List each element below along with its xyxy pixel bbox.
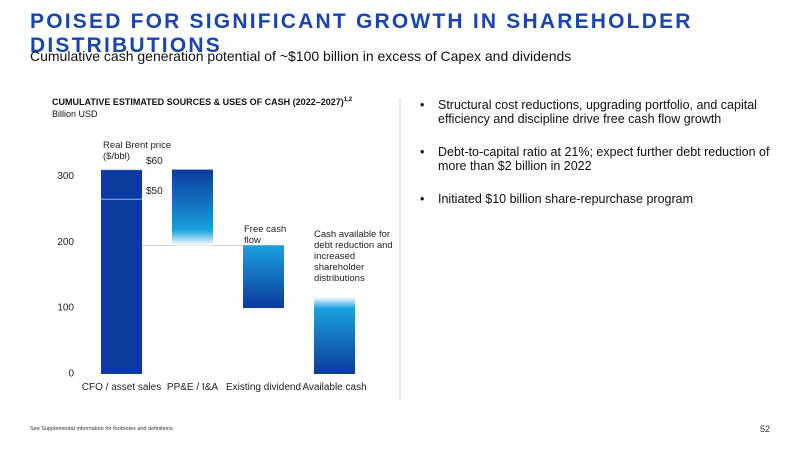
annotation: Free cash flow <box>244 224 287 246</box>
superscript: 1,2 <box>343 97 353 103</box>
bullet: Debt-to-capital ratio at 21%; expect fur… <box>420 145 780 173</box>
subtitle: Cumulative cash generation potential of … <box>30 48 572 64</box>
annotation: Cash available for debt reduction and in… <box>314 229 393 284</box>
bar <box>101 169 142 374</box>
x-tick-label: Existing dividend <box>225 382 302 393</box>
price-title: Real Brent price ($/bbl) <box>103 140 172 162</box>
bullet: Structural cost reductions, upgrading po… <box>420 98 780 126</box>
bullet: Initiated $10 billion share-repurchase p… <box>420 192 780 206</box>
bar <box>172 169 213 246</box>
x-tick-label: Available cash <box>302 382 367 393</box>
price-label: $50 <box>146 186 163 197</box>
bar <box>314 296 355 374</box>
footnote: See Supplemental information for footnot… <box>30 426 175 432</box>
bullet-list: Structural cost reductions, upgrading po… <box>420 98 780 225</box>
bar <box>243 245 284 309</box>
title: POISED FOR SIGNIFICANT GROWTH IN SHAREHO… <box>30 10 693 57</box>
y-tick-label: 100 <box>57 303 74 314</box>
x-tick-label: CFO / asset sales <box>81 382 162 393</box>
chart-title-text: CUMULATIVE ESTIMATED SOURCES & USES OF C… <box>52 97 344 107</box>
x-tick-label: PP&E / I&A <box>166 382 219 393</box>
price-label: $60 <box>146 156 163 167</box>
y-tick-label: 200 <box>57 237 74 248</box>
y-tick-label: 0 <box>68 369 74 380</box>
chart-unit: Billion USD <box>52 109 98 119</box>
y-tick-label: 300 <box>57 171 74 182</box>
page-number: 52 <box>760 424 771 434</box>
chart-title: CUMULATIVE ESTIMATED SOURCES & USES OF C… <box>52 97 352 107</box>
